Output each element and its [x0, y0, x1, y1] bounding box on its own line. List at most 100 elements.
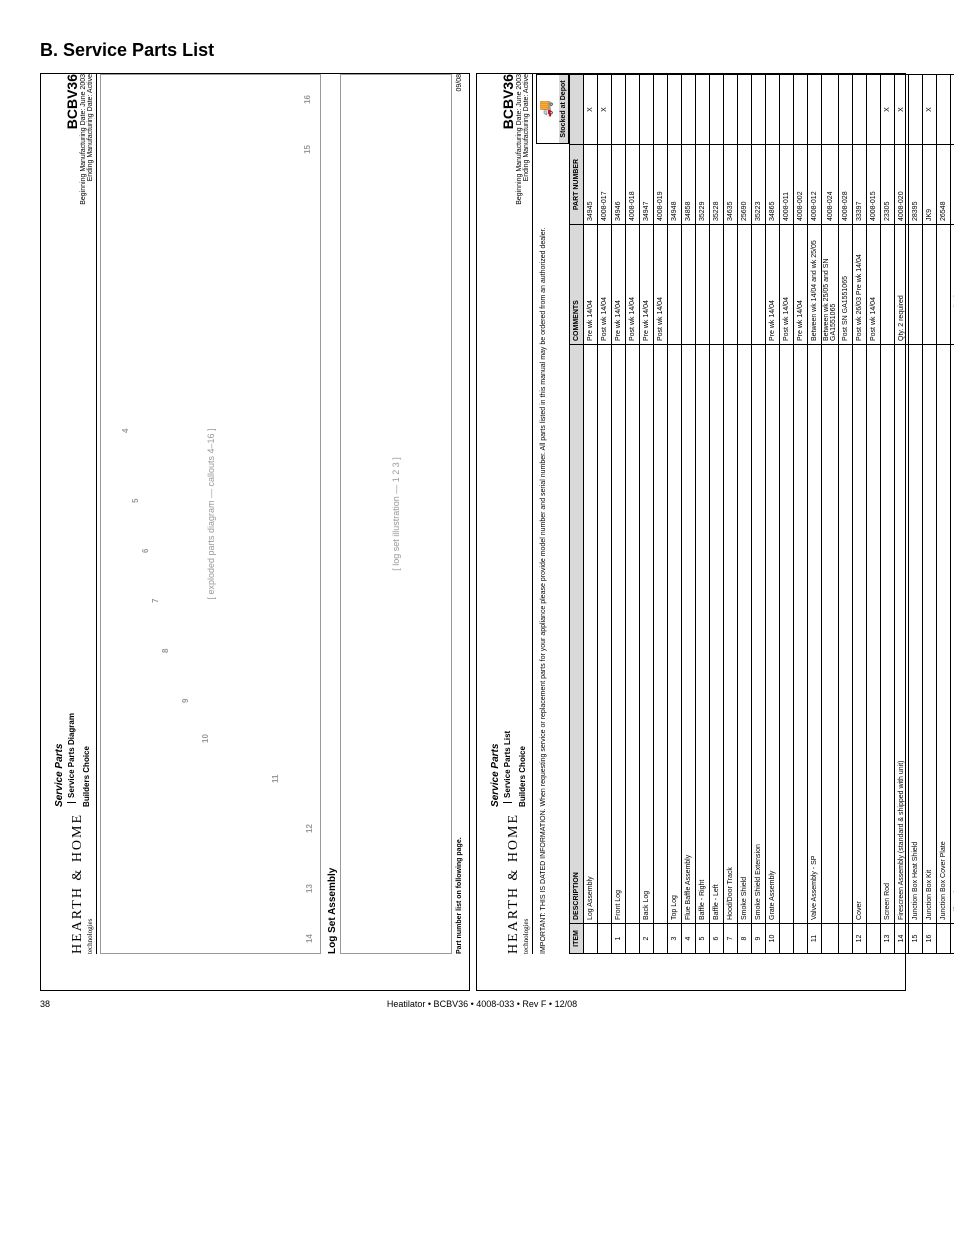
callout-15: 15: [303, 145, 312, 154]
cell-item: 4: [682, 924, 696, 954]
cell-part: 26548: [937, 145, 951, 225]
service-parts-label-r: Service Parts: [490, 744, 501, 807]
page-header: HEARTH & HOME technologies Service Parts…: [49, 74, 97, 954]
th-item: ITEM: [570, 924, 584, 954]
cell-item: [598, 924, 612, 954]
table-row: Post wk 14/044008-011: [780, 75, 794, 954]
cell-item: 1: [612, 924, 626, 954]
cell-stock: [867, 75, 881, 145]
mfg-begin: Beginning Manufacturing Date: June 2003: [80, 74, 87, 205]
cell-desc: Baffle - Right: [696, 345, 710, 924]
cell-desc: [822, 345, 839, 924]
cell-part: 33397: [853, 145, 867, 225]
cell-item: [822, 924, 839, 954]
table-row: 16Junction Box KitJK9X: [923, 75, 937, 954]
cell-comments: Pre wk 14/04: [640, 225, 654, 345]
cell-desc: Junction Box Cover Plate: [937, 345, 951, 924]
cell-desc: Junction Box Kit: [923, 345, 937, 924]
cell-part: 4008-018: [626, 145, 640, 225]
cell-part: 4008-011: [780, 145, 794, 225]
cell-stock: [668, 75, 682, 145]
callout-14: 14: [305, 934, 314, 943]
cell-part: 4008-002: [794, 145, 808, 225]
table-row: Pre wk 14/044008-002: [794, 75, 808, 954]
callout-7: 7: [151, 599, 160, 603]
cell-item: 14: [895, 924, 909, 954]
cell-desc: Baffle - Left: [710, 345, 724, 924]
table-row: Post wk 14/044008-017X: [598, 75, 612, 954]
cell-part: 4008-012: [808, 145, 822, 225]
subtitle-2: Builders Choice: [82, 746, 91, 807]
cell-comments: Post wk 14/04: [626, 225, 640, 345]
footer-note-left: Part number list on following page.: [456, 837, 463, 954]
cell-comments: Post SN GA1551065: [839, 225, 853, 345]
cell-stock: [738, 75, 752, 145]
cell-comments: Post wk 14/04: [654, 225, 668, 345]
cell-comments: [881, 225, 895, 345]
cell-comments: Post wk 26/03 Pre wk 14/04: [853, 225, 867, 345]
cell-stock: [853, 75, 867, 145]
log-set-title: Log Set Assembly: [327, 74, 338, 954]
cell-desc: Front Log: [612, 345, 626, 924]
cell-desc: Valve Assembly - SP: [808, 345, 822, 924]
cell-stock: [794, 75, 808, 145]
cell-desc: Screen Rod: [881, 345, 895, 924]
mfg-begin-r: Beginning Manufacturing Date: June 2003: [516, 74, 523, 205]
cell-stock: [951, 75, 954, 145]
cell-item: [654, 924, 668, 954]
th-desc: DESCRIPTION: [570, 345, 584, 924]
cell-stock: X: [598, 75, 612, 145]
cell-item: [584, 924, 598, 954]
cell-stock: [780, 75, 794, 145]
global-footer: 38 Heatilator • BCBV36 • 4008-033 • Rev …: [40, 999, 914, 1009]
cell-stock: [766, 75, 780, 145]
cell-desc: Flue Baffle Assembly: [682, 345, 696, 924]
cell-item: [626, 924, 640, 954]
table-row: 1Front LogPre wk 14/0434946: [612, 75, 626, 954]
stocked-header: Stocked at Depot: [559, 75, 568, 143]
cell-comments: Qty. 2 required: [895, 225, 909, 345]
cell-part: 34947: [640, 145, 654, 225]
footer-center: Heatilator • BCBV36 • 4008-033 • Rev F •…: [387, 999, 577, 1009]
cell-comments: Post wk 14/04: [598, 225, 612, 345]
cell-comments: Post wk 14/04: [780, 225, 794, 345]
cell-desc: Cover: [853, 345, 867, 924]
mfg-end-r: Ending Manufacturing Date: Active: [523, 74, 530, 205]
cell-comments: [668, 225, 682, 345]
brand-logo: HEARTH & HOME technologies: [70, 813, 94, 954]
cell-item: 15: [909, 924, 923, 954]
th-part: PART NUMBER: [570, 145, 584, 225]
brand-text-r: HEARTH & HOME: [506, 813, 521, 954]
cell-item: [937, 924, 951, 954]
cell-item: 11: [808, 924, 822, 954]
cell-stock: X: [895, 75, 909, 145]
page-number: 38: [40, 999, 50, 1009]
cell-stock: [654, 75, 668, 145]
cell-stock: [626, 75, 640, 145]
cell-comments: Qty. 4 required: [951, 225, 954, 345]
cell-comments: Pre wk 14/04: [612, 225, 626, 345]
cell-desc: [867, 345, 881, 924]
page-diagram: HEARTH & HOME technologies Service Parts…: [40, 73, 470, 991]
table-row: 5Baffle - Right35229: [696, 75, 710, 954]
cell-desc: Smoke Shield: [738, 345, 752, 924]
cell-comments: [710, 225, 724, 345]
cell-part: 4008-017: [598, 145, 612, 225]
cell-item: 2: [640, 924, 654, 954]
table-row: Junction Box Cover Plate 26548: [937, 75, 951, 954]
brand-sub-r: technologies: [522, 813, 530, 954]
mfg-end: Ending Manufacturing Date: Active: [87, 74, 94, 205]
cell-desc: Back Log: [640, 345, 654, 924]
cell-stock: X: [584, 75, 598, 145]
cell-desc: Log Assembly: [584, 345, 598, 924]
cell-item: 5: [696, 924, 710, 954]
cell-desc: [598, 345, 612, 924]
cell-item: 7: [724, 924, 738, 954]
depot-icon: 🚚: [537, 75, 559, 143]
cell-comments: Pre wk 14/04: [794, 225, 808, 345]
log-set-diagram: [ log set illustration — 1 2 3 ]: [340, 74, 452, 954]
cell-item: 16: [923, 924, 937, 954]
section-title: B. Service Parts List: [40, 40, 914, 61]
cell-stock: [752, 75, 766, 145]
subtitle-1-r: Service Parts List: [503, 731, 512, 803]
